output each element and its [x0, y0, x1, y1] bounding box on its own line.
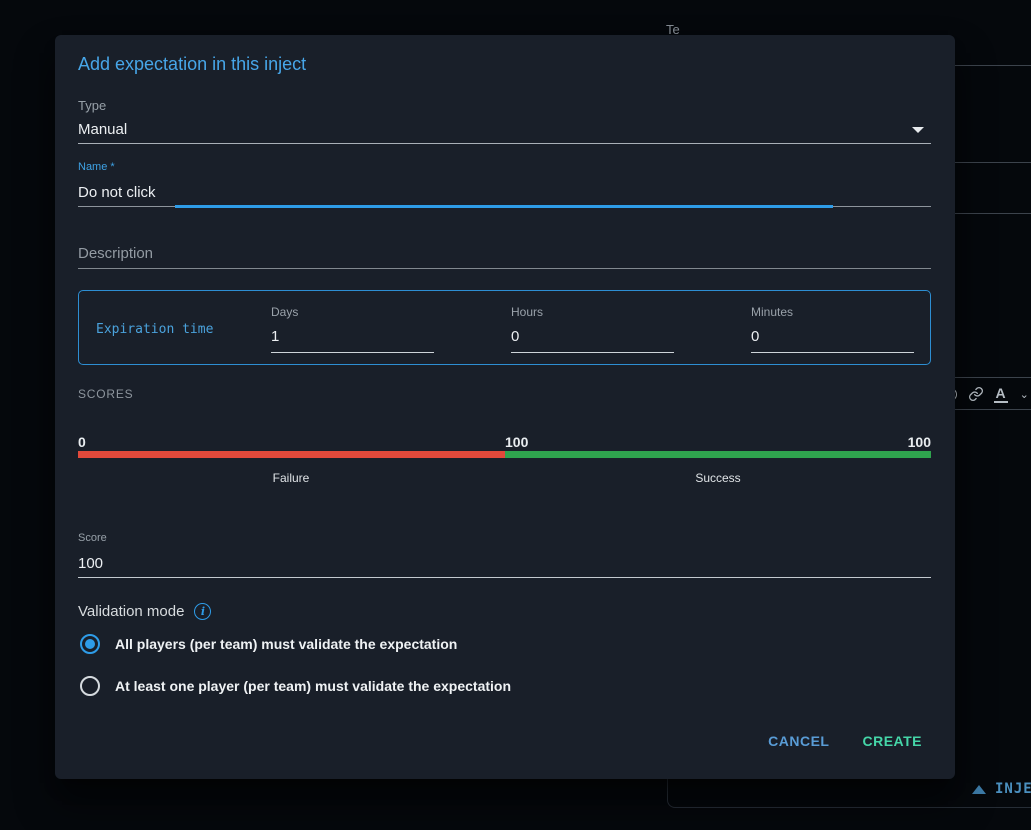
- name-underline-focus: [175, 205, 833, 208]
- minutes-label: Minutes: [751, 305, 794, 319]
- days-field: Days 1: [271, 291, 434, 366]
- days-underline: [271, 352, 434, 353]
- radio-option-label: At least one player (per team) must vali…: [115, 678, 512, 694]
- dialog-actions: CANCEL CREATE: [760, 727, 930, 755]
- hours-label: Hours: [511, 305, 544, 319]
- success-segment: [504, 451, 931, 458]
- validation-mode-label: Validation mode: [78, 603, 185, 620]
- radio-option-all-players[interactable]: All players (per team) must validate the…: [80, 633, 457, 655]
- cancel-button[interactable]: CANCEL: [760, 727, 837, 755]
- inject-footer-label: INJE: [995, 781, 1031, 797]
- editor-toolbar: A ⌄: [944, 383, 1031, 405]
- radio-option-label: All players (per team) must validate the…: [115, 636, 458, 652]
- type-select[interactable]: Manual: [78, 121, 128, 138]
- type-label: Type: [78, 98, 107, 113]
- add-expectation-dialog: Add expectation in this inject Type Manu…: [55, 35, 955, 779]
- radio-option-one-player[interactable]: At least one player (per team) must vali…: [80, 675, 511, 697]
- minutes-underline: [751, 352, 914, 353]
- divider: [948, 65, 1031, 66]
- chevron-up-icon: [972, 784, 986, 794]
- link-icon[interactable]: [968, 385, 984, 403]
- info-icon[interactable]: i: [194, 603, 212, 620]
- failure-segment: [78, 451, 505, 458]
- editor-toolbar-border: [948, 409, 1031, 410]
- text-color-icon[interactable]: A: [993, 385, 1008, 403]
- validation-mode-row: Validation mode i: [78, 603, 212, 620]
- expiration-time-fieldset: Expiration time Days 1 Hours 0 Minutes 0: [78, 290, 931, 365]
- success-label: Success: [695, 471, 741, 485]
- scores-heading: SCORES: [78, 387, 134, 401]
- days-label: Days: [271, 305, 299, 319]
- hours-input[interactable]: 0: [511, 328, 520, 345]
- dialog-title: Add expectation in this inject: [78, 54, 307, 74]
- score-label: Score: [78, 532, 107, 544]
- minutes-field: Minutes 0: [751, 291, 914, 366]
- scale-min-value: 0: [78, 434, 86, 450]
- editor-toolbar-border: [948, 377, 1031, 378]
- background-text-fragment: Te: [666, 22, 680, 37]
- score-range-bar[interactable]: [78, 451, 931, 458]
- radio-selected-icon: [80, 634, 100, 654]
- type-underline: [78, 143, 931, 144]
- score-input[interactable]: 100: [78, 555, 104, 572]
- hours-underline: [511, 352, 674, 353]
- create-button[interactable]: CREATE: [854, 727, 930, 755]
- divider: [948, 213, 1031, 214]
- hours-field: Hours 0: [511, 291, 674, 366]
- failure-label: Failure: [272, 471, 310, 485]
- days-input[interactable]: 1: [271, 328, 280, 345]
- score-underline: [78, 577, 931, 578]
- description-label: Description: [78, 245, 154, 262]
- minutes-input[interactable]: 0: [751, 328, 760, 345]
- scale-max-value: 100: [907, 434, 931, 450]
- inject-footer-toggle[interactable]: INJE: [972, 781, 1031, 797]
- scale-mid-value: 100: [505, 434, 529, 450]
- divider: [948, 162, 1031, 163]
- description-input[interactable]: [78, 268, 931, 269]
- name-input[interactable]: Do not click: [78, 184, 156, 201]
- dropdown-arrow-icon[interactable]: [912, 127, 924, 133]
- radio-unselected-icon: [80, 676, 100, 696]
- chevron-down-icon[interactable]: ⌄: [1019, 388, 1029, 401]
- expiration-time-legend: Expiration time: [96, 322, 214, 337]
- name-label: Name *: [78, 161, 115, 173]
